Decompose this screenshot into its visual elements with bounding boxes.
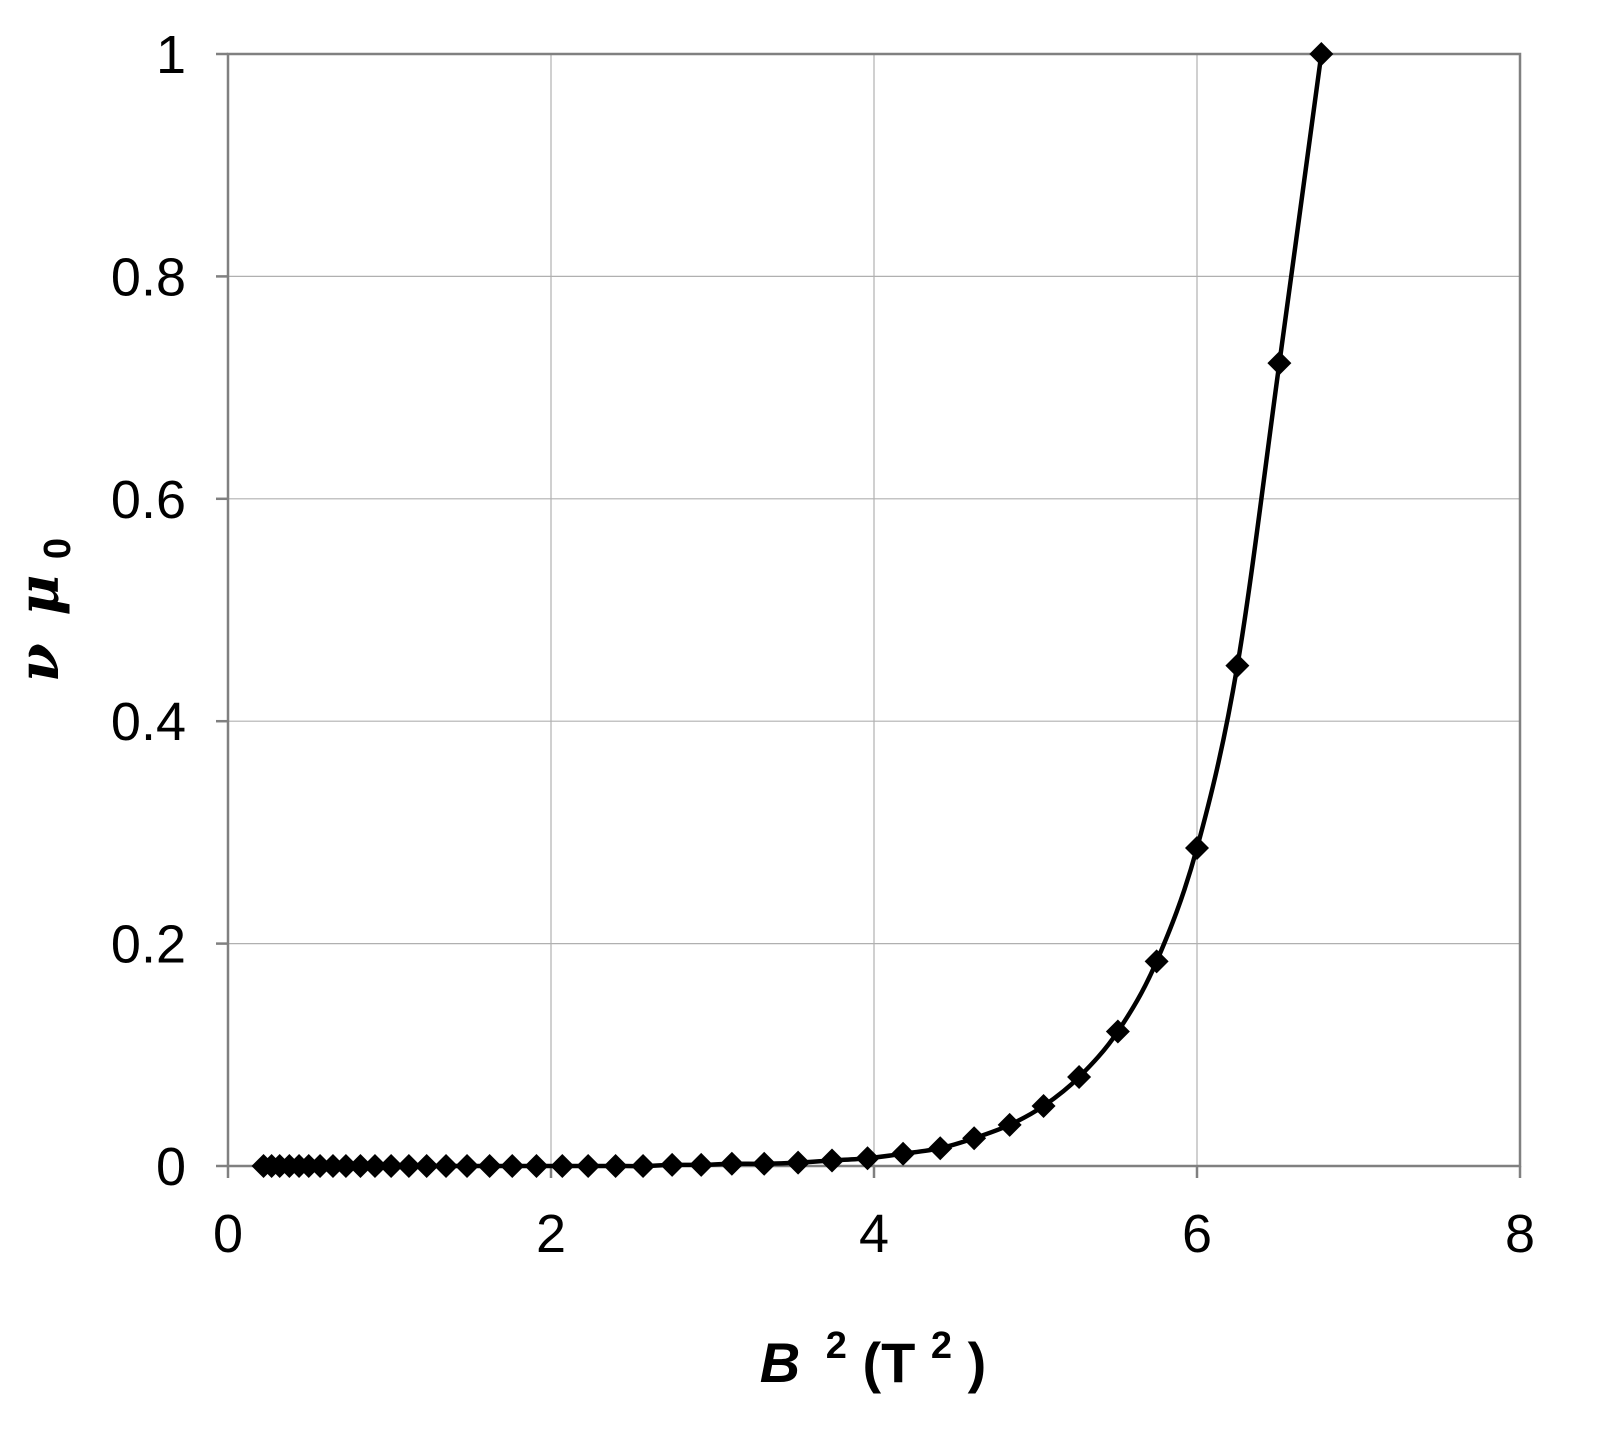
data-point-marker <box>820 1148 845 1173</box>
x-axis-ticks: 0 2 4 6 8 <box>213 1166 1535 1264</box>
data-point-marker <box>524 1154 549 1178</box>
data-point-marker <box>414 1154 439 1178</box>
data-point-marker <box>550 1154 575 1178</box>
x-axis-title-unit-open: (T <box>862 1331 915 1394</box>
data-point-marker <box>500 1154 525 1178</box>
data-point-marker <box>689 1152 714 1177</box>
y-tick-label: 1 <box>156 25 186 85</box>
x-axis-title-unit-close: ) <box>968 1331 987 1394</box>
y-tick-label: 0.4 <box>111 692 186 752</box>
y-axis-title: ν μ 0 <box>6 538 79 682</box>
data-point-marker <box>928 1136 953 1161</box>
y-tick-label: 0.2 <box>111 915 186 975</box>
x-axis-title-sup: 2 <box>826 1325 847 1367</box>
data-point-marker <box>1309 42 1334 66</box>
data-point-marker <box>660 1152 685 1177</box>
y-axis-title-nu: ν <box>6 643 72 682</box>
x-axis-title-unit-sup: 2 <box>931 1325 952 1367</box>
data-point-marker <box>308 1154 333 1178</box>
data-point-marker <box>1225 653 1250 678</box>
x-tick-label: 2 <box>536 1204 566 1264</box>
data-point-marker <box>891 1141 916 1166</box>
grid <box>227 53 1521 1167</box>
data-point-marker <box>1185 835 1209 860</box>
data-point-marker <box>1067 1065 1092 1090</box>
series-markers <box>251 42 1334 1178</box>
data-point-marker <box>396 1154 421 1178</box>
x-tick-label: 6 <box>1182 1204 1212 1264</box>
y-axis-ticks: 0 0.2 0.4 0.6 0.8 1 <box>111 25 228 1197</box>
series-line <box>263 53 1324 1169</box>
data-point-marker <box>786 1150 811 1175</box>
data-point-marker <box>379 1154 404 1178</box>
x-axis-title: B 2 (T 2 ) <box>760 1307 987 1394</box>
x-tick-label: 0 <box>213 1204 243 1264</box>
data-point-marker <box>855 1146 880 1171</box>
data-point-marker <box>333 1154 358 1178</box>
data-point-marker <box>576 1154 601 1178</box>
data-point-marker <box>752 1151 777 1176</box>
y-axis-title-mu: μ <box>6 575 72 616</box>
data-point-marker <box>477 1154 502 1178</box>
y-axis-title-sub: 0 <box>37 538 79 559</box>
data-point-marker <box>434 1154 459 1178</box>
data-point-marker <box>719 1151 744 1176</box>
data-point-marker <box>1031 1093 1056 1118</box>
data-point-marker <box>631 1154 656 1178</box>
y-tick-label: 0 <box>156 1137 186 1197</box>
data-point-marker <box>1267 351 1292 376</box>
x-tick-label: 4 <box>859 1204 889 1264</box>
data-point-marker <box>603 1154 628 1178</box>
data-point-marker <box>320 1154 345 1178</box>
data-point-marker <box>1105 1019 1130 1044</box>
data-point-marker <box>348 1154 373 1178</box>
data-point-marker <box>362 1154 387 1178</box>
y-tick-label: 0.8 <box>111 247 186 307</box>
x-tick-label: 8 <box>1505 1204 1535 1264</box>
data-point-marker <box>997 1112 1022 1137</box>
data-point-marker <box>455 1154 480 1178</box>
x-axis-title-base: B <box>760 1331 800 1394</box>
data-point-marker <box>962 1126 987 1151</box>
y-tick-label: 0.6 <box>111 470 186 530</box>
data-point-marker <box>1144 949 1169 974</box>
